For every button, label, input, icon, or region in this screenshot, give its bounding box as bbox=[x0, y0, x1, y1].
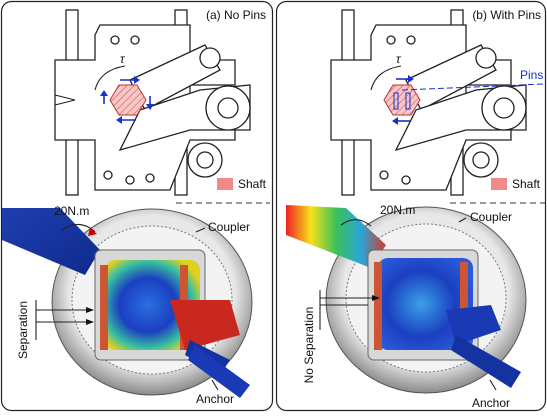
legend-label: Shaft bbox=[512, 177, 541, 191]
torque-label: 20N.m bbox=[54, 204, 89, 218]
panel-a: (a) No Pins τ Shaft bbox=[2, 2, 273, 411]
legend-swatch bbox=[217, 178, 233, 190]
panel-label: (b) With Pins bbox=[472, 8, 541, 22]
anchor-label: Anchor bbox=[472, 396, 510, 410]
coupler-label: Coupler bbox=[470, 210, 512, 224]
figure: (a) No Pins τ Shaft bbox=[0, 0, 547, 412]
torque-label: 20N.m bbox=[380, 203, 415, 217]
legend-label: Shaft bbox=[238, 177, 267, 191]
separation-label: No Separation bbox=[302, 307, 316, 384]
anchor-label: Anchor bbox=[196, 392, 234, 406]
panel-label: (a) No Pins bbox=[206, 8, 266, 22]
legend-swatch bbox=[491, 178, 507, 190]
separation-label: Separation bbox=[16, 301, 30, 359]
pins-label: Pins bbox=[520, 68, 543, 82]
coupler-label: Coupler bbox=[208, 220, 250, 234]
panel-b: (b) With Pins τ Pins Shaft bbox=[277, 2, 546, 411]
